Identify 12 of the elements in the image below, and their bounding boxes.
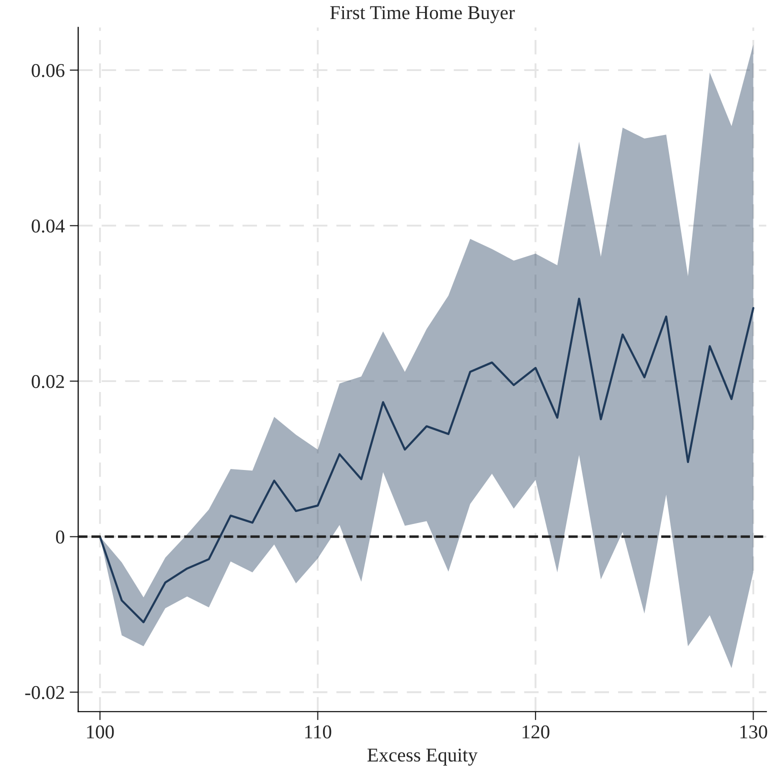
- chart-title: First Time Home Buyer: [330, 6, 515, 24]
- y-tick-label: 0: [56, 530, 64, 544]
- y-tick-label: 0.06: [32, 64, 64, 78]
- x-tick-label: 120: [522, 725, 550, 738]
- y-tick-label: 0.04: [32, 219, 65, 233]
- y-tick-label: 0.02: [32, 374, 64, 388]
- y-tick-label: -0.02: [25, 686, 64, 700]
- line-series: [98, 298, 754, 624]
- x-tick-label: 110: [305, 725, 332, 738]
- x-tick-label: 130: [740, 725, 768, 738]
- x-tick-label: 100: [87, 725, 114, 738]
- x-axis-title: Excess Equity: [367, 748, 478, 766]
